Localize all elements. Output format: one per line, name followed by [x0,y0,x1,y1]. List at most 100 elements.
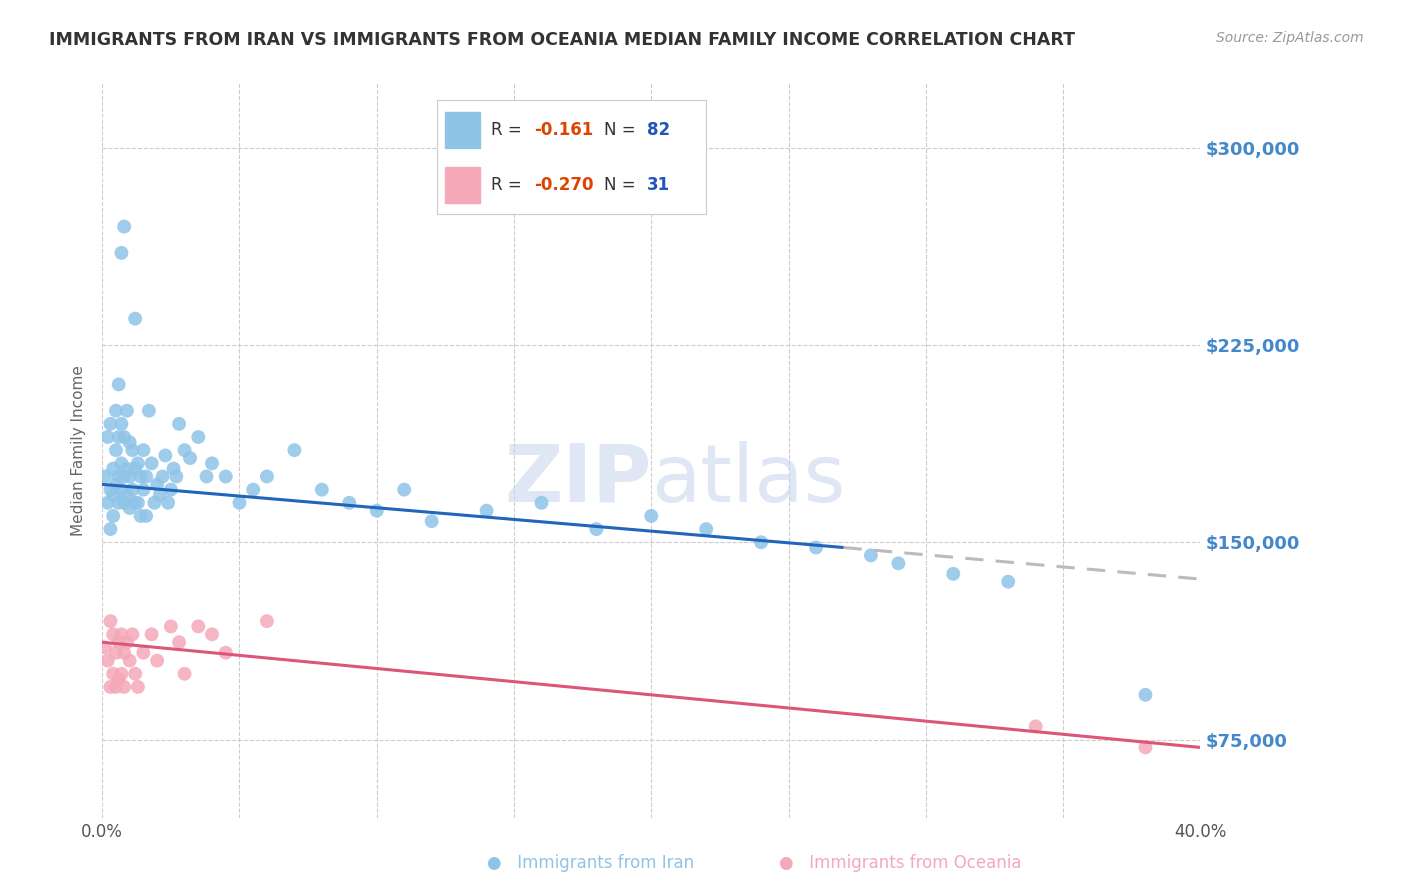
Point [179,451,201,466]
Point [167,635,190,649]
Point [585,522,607,536]
Point [110,417,132,431]
Point [121,483,143,497]
Text: IMMIGRANTS FROM IRAN VS IMMIGRANTS FROM OCEANIA MEDIAN FAMILY INCOME CORRELATION: IMMIGRANTS FROM IRAN VS IMMIGRANTS FROM … [49,31,1076,49]
Point [110,483,132,497]
Point [146,654,169,668]
Point [112,219,135,234]
Point [859,549,882,563]
Point [104,403,127,417]
Point [195,469,218,483]
Point [146,477,169,491]
Text: Source: ZipAtlas.com: Source: ZipAtlas.com [1216,31,1364,45]
Point [165,469,187,483]
Point [118,501,141,516]
Point [118,435,141,450]
Point [640,508,662,523]
Point [104,680,127,694]
Point [749,535,772,549]
Point [104,443,127,458]
Point [132,443,155,458]
Point [804,541,827,555]
Point [152,469,174,483]
Point [124,311,146,326]
Point [215,646,238,660]
Point [132,646,155,660]
Point [100,417,122,431]
Point [283,443,305,458]
Point [187,430,209,444]
Point [107,635,129,649]
Point [100,680,122,694]
Point [256,614,278,628]
Point [256,469,278,483]
Text: ●   Immigrants from Oceania: ● Immigrants from Oceania [779,855,1021,872]
Point [112,430,135,444]
Point [124,496,146,510]
Point [167,417,190,431]
Point [107,469,129,483]
Point [160,619,183,633]
Point [100,614,122,628]
Point [141,456,163,470]
Text: ZIP: ZIP [503,441,651,518]
Point [103,488,125,502]
Point [173,443,195,458]
Point [115,461,138,475]
Point [107,430,129,444]
Point [112,496,135,510]
Point [155,449,177,463]
Point [94,640,117,655]
Point [118,469,141,483]
Point [1135,740,1157,755]
Point [121,443,143,458]
Point [1135,688,1157,702]
Point [695,522,717,536]
Point [135,469,157,483]
Point [887,556,910,570]
Point [127,680,149,694]
Point [162,461,184,475]
Point [127,496,149,510]
Point [141,627,163,641]
Point [1025,719,1047,733]
Point [110,666,132,681]
Text: atlas: atlas [651,441,845,518]
Point [311,483,333,497]
Point [201,627,224,641]
Point [124,461,146,475]
Point [132,483,155,497]
Point [143,496,166,510]
Point [103,461,125,475]
Point [104,477,127,491]
Point [110,456,132,470]
Point [129,469,152,483]
Point [94,469,117,483]
Point [157,496,180,510]
Point [129,508,152,523]
Point [100,522,122,536]
Point [942,566,965,581]
Point [138,403,160,417]
Point [107,672,129,686]
Point [103,508,125,523]
Point [366,504,388,518]
Point [530,496,553,510]
Point [97,430,120,444]
Point [187,619,209,633]
Point [121,627,143,641]
Point [107,377,129,392]
Point [115,488,138,502]
Point [115,635,138,649]
Point [127,456,149,470]
Y-axis label: Median Family Income: Median Family Income [72,365,86,535]
Point [242,483,264,497]
Point [112,646,135,660]
Point [103,627,125,641]
Point [118,654,141,668]
Point [173,666,195,681]
Point [201,456,224,470]
Text: ●   Immigrants from Iran: ● Immigrants from Iran [486,855,695,872]
Point [115,403,138,417]
Point [97,654,120,668]
